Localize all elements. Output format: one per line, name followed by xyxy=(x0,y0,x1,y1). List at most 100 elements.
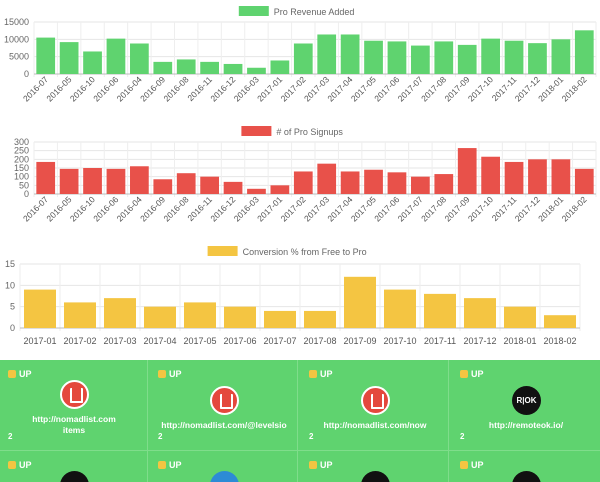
card-url[interactable]: http://nomadlist.com items xyxy=(0,414,148,436)
bar xyxy=(340,171,360,194)
x-tick-label: 2017-07 xyxy=(263,336,296,346)
bar xyxy=(504,40,524,74)
upvote-label[interactable]: UP xyxy=(158,369,182,379)
revenue-chart-svg: Pro Revenue Added0500010000150002016-072… xyxy=(4,6,597,103)
legend-label: # of Pro Signups xyxy=(276,127,343,137)
bar xyxy=(411,176,430,194)
upvote-label[interactable]: UP xyxy=(460,460,484,470)
card-url[interactable]: http://remoteok.io/ xyxy=(452,420,600,431)
bar xyxy=(457,44,477,74)
bar xyxy=(434,174,454,194)
link-card[interactable]: UP xyxy=(150,451,298,482)
bar xyxy=(424,293,456,328)
link-card[interactable]: UP xyxy=(452,451,600,482)
url-line-1: http://nomadlist.com/now xyxy=(323,420,427,430)
black-round-logo xyxy=(60,471,89,482)
x-tick-label: 2017-01 xyxy=(23,336,56,346)
x-tick-label: 2017-06 xyxy=(223,336,256,346)
y-tick-label: 5000 xyxy=(9,52,29,62)
up-text: UP xyxy=(320,369,333,379)
link-card[interactable]: UP xyxy=(301,451,449,482)
upvote-label[interactable]: UP xyxy=(158,460,182,470)
bar xyxy=(104,298,136,328)
legend-swatch xyxy=(241,126,272,136)
up-text: UP xyxy=(320,460,333,470)
thumbs-up-icon xyxy=(309,370,317,378)
link-card[interactable]: UP xyxy=(0,451,148,482)
up-text: UP xyxy=(19,460,32,470)
bar xyxy=(544,315,576,328)
x-tick-label: 2016-08 xyxy=(161,74,190,103)
url-line-2: items xyxy=(62,425,86,435)
x-tick-label: 2018-02 xyxy=(543,336,576,346)
x-tick-label: 2016-08 xyxy=(161,194,190,223)
upvote-label[interactable]: UP xyxy=(309,369,333,379)
bar xyxy=(200,176,219,194)
legend-swatch xyxy=(238,6,269,16)
upvote-label[interactable]: UP xyxy=(309,460,333,470)
upvote-label[interactable]: UP xyxy=(8,369,32,379)
link-card[interactable]: UP http://nomadlist.com items 2 xyxy=(0,360,148,450)
bar xyxy=(317,163,337,194)
legend-label: Pro Revenue Added xyxy=(274,7,355,17)
bar xyxy=(83,51,102,74)
y-tick-label: 150 xyxy=(14,163,29,173)
vote-count: 2 xyxy=(158,432,163,441)
x-tick-label: 2017-11 xyxy=(424,336,456,346)
bar xyxy=(504,306,536,328)
bar xyxy=(411,45,430,74)
card-url[interactable]: http://nomadlist.com/now xyxy=(301,420,449,431)
bar xyxy=(574,168,594,194)
up-text: UP xyxy=(471,369,484,379)
bar xyxy=(434,41,454,74)
bar xyxy=(224,306,256,328)
thumbs-up-icon xyxy=(158,370,166,378)
bar xyxy=(344,276,376,328)
upvote-label[interactable]: UP xyxy=(8,460,32,470)
bar xyxy=(304,310,336,328)
y-tick-label: 100 xyxy=(14,172,29,182)
link-card[interactable]: UP http://nomadlist.com/@levelsio 2 xyxy=(150,360,298,450)
up-text: UP xyxy=(169,460,182,470)
bar xyxy=(384,289,416,328)
y-tick-label: 0 xyxy=(10,323,15,333)
bar xyxy=(364,40,383,74)
thumbs-up-icon xyxy=(460,461,468,469)
card-url[interactable]: http://nomadlist.com/@levelsio xyxy=(150,420,298,431)
url-line-1: http://nomadlist.com xyxy=(32,414,116,424)
thumbs-up-icon xyxy=(460,370,468,378)
x-tick-label: 2017-10 xyxy=(383,336,416,346)
vote-count: 2 xyxy=(8,432,13,441)
bar xyxy=(130,43,149,74)
y-tick-label: 50 xyxy=(19,180,29,190)
up-text: UP xyxy=(19,369,32,379)
x-tick-label: 2017-12 xyxy=(463,336,496,346)
bar xyxy=(264,310,296,328)
bar xyxy=(106,168,126,194)
x-tick-label: 2017-03 xyxy=(103,336,136,346)
x-tick-label: 2017-04 xyxy=(143,336,176,346)
bar xyxy=(387,41,407,74)
bar xyxy=(528,159,547,194)
x-tick-label: 2018-02 xyxy=(560,194,589,223)
bar xyxy=(36,161,56,194)
vote-count: 2 xyxy=(460,432,465,441)
nomadlist-logo xyxy=(361,386,390,415)
bar xyxy=(106,38,126,74)
bar xyxy=(24,289,56,328)
bar xyxy=(59,42,79,74)
upvote-label[interactable]: UP xyxy=(460,369,484,379)
bar xyxy=(387,172,407,194)
bar xyxy=(247,67,266,74)
link-card[interactable]: UP http://nomadlist.com/now 2 xyxy=(301,360,449,450)
bar xyxy=(481,38,500,74)
bar xyxy=(247,188,266,194)
bar xyxy=(59,168,79,194)
revenue-chart: Pro Revenue Added 0 5000 10000 15000 2016-07 2… xyxy=(0,0,600,118)
signups-chart: # of Pro Signups 0 50 100 150 200 250 300 2016-0… xyxy=(0,120,600,238)
x-tick-label: 2017-09 xyxy=(343,336,376,346)
x-tick-label: 2017-02 xyxy=(63,336,96,346)
thumbs-up-icon xyxy=(8,461,16,469)
link-card[interactable]: UP R|OK http://remoteok.io/ 2 xyxy=(452,360,600,450)
